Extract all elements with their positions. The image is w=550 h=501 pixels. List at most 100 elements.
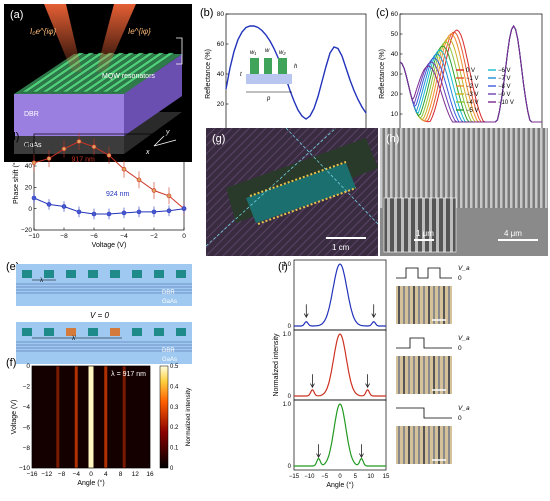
data-point (136, 209, 142, 215)
y-tick-label: 1.0 (283, 402, 292, 408)
y-axis-label: Reflectance (%) (379, 49, 386, 99)
panel-g: (g) 1 cm (206, 128, 378, 256)
intensity-line (294, 403, 386, 467)
grating-stripe (408, 286, 410, 324)
voltage-label: V = 0 (90, 311, 109, 320)
y-axis-label: Normalized intensity (273, 333, 280, 397)
y-tick-label: 40 (25, 163, 33, 170)
colorbar-tick-label: 0.3 (170, 405, 179, 411)
dbr-label: DBR (24, 111, 39, 118)
data-point (181, 206, 187, 211)
data-point (61, 204, 67, 209)
series-label: 924 nm (106, 191, 130, 198)
grating-stripe (423, 426, 425, 464)
chart-i: 0 1.0 V_a 0 0 1.0 V_a 0 0 1.0 V_a 0 −15 −10 −5 0 5 10 15 An… (273, 259, 470, 489)
colorbar (159, 365, 169, 469)
colorbar-tick-label: 0 (170, 466, 174, 472)
panel-label-g: (g) (212, 133, 225, 145)
x-tick-label: 0 (338, 474, 342, 480)
data-point (61, 146, 67, 152)
y-tick-label: 10 (391, 111, 399, 118)
zero-label: 0 (458, 345, 462, 352)
grating-stripe (443, 426, 445, 464)
y-axis-label: Phase shift (°) (12, 160, 20, 204)
y-tick-label: 20 (391, 91, 399, 98)
x-tick-label: −2 (150, 233, 158, 240)
data-point (76, 139, 82, 144)
y-tick-label: 60 (25, 142, 33, 149)
heatmap-band (122, 366, 126, 468)
inset-ridge (250, 58, 259, 74)
plot-frame (293, 259, 387, 331)
legend-label: −5 V (466, 108, 479, 114)
plot-frame (33, 133, 185, 231)
grating-stripe (398, 426, 400, 464)
x-tick-label: 0 (89, 471, 93, 478)
y-tick-label: −6 (23, 424, 31, 431)
grating-stripe (413, 426, 415, 464)
y-tick-label: 0 (26, 363, 30, 370)
lambda-prime-label: λ' (72, 336, 76, 342)
y-tick-label: −2 (23, 384, 31, 391)
legend-label: −1 V (466, 76, 479, 82)
grating-stripe (433, 286, 435, 324)
colorbar-tick-label: 0.5 (170, 364, 179, 370)
y-tick-label: 0 (288, 464, 292, 470)
x-tick-label: −8 (60, 233, 68, 240)
lambda-label-top: λ (40, 278, 43, 284)
device-schematic: (a) I₀e^{iφ} Ie^{iφ} MQW resonators DBR … (10, 4, 183, 156)
panel-i: (i) 0 1.0 V_a 0 0 1.0 V_a 0 0 1.0 V_a 0 −15 −10 −5 0 5 10… (273, 259, 470, 489)
y-axis-label: y (165, 129, 170, 136)
voltage-profile (396, 267, 452, 279)
y-tick-label: 40 (391, 51, 399, 58)
grating-stripe (413, 356, 415, 394)
chip (246, 163, 356, 223)
grating-stripe (418, 426, 420, 464)
x-tick-label: 10 (367, 474, 374, 480)
zero-label: 0 (458, 275, 462, 282)
zero-label: 0 (458, 415, 462, 422)
y-tick-label: 0 (28, 206, 32, 213)
va-label: V_a (458, 265, 470, 272)
plot-frame (399, 13, 543, 135)
data-point (31, 195, 37, 201)
legend-label: −6 V (498, 68, 511, 74)
grating-stripe (423, 286, 425, 324)
dbr-label-top: DBR (162, 290, 175, 296)
series-label: 917 nm (72, 157, 96, 164)
x-tick-label: 12 (132, 471, 140, 478)
panel-label-a: (a) (10, 9, 23, 21)
grating-stripe (433, 356, 435, 394)
panel-e: (e) λ DBR GaAs V = 0 λ' DBR GaAs (6, 261, 192, 364)
panel-label-b: (b) (200, 7, 213, 19)
data-point (91, 144, 97, 150)
inset-w2: w₂ (279, 50, 286, 56)
inset-w: w (265, 48, 270, 54)
grating-stripe (423, 356, 425, 394)
x-axis-label: x (145, 149, 150, 156)
x-tick-label: −5 (321, 474, 329, 480)
y-tick-label: 30 (391, 71, 399, 78)
arrow-head (365, 383, 370, 389)
gaas-label-bottom: GaAs (162, 357, 177, 363)
legend-label: −2 V (466, 84, 479, 90)
scale-label-main: 4 μm (504, 229, 522, 238)
incident-beam (44, 4, 82, 72)
inset-h: h (294, 64, 298, 70)
x-tick-label: −15 (289, 474, 300, 480)
y-tick-label: 1.0 (283, 262, 292, 268)
y-tick-label: 0 (288, 324, 292, 330)
panel-label-f: (f) (6, 357, 16, 369)
x-tick-label: −4 (120, 233, 128, 240)
y-tick-label: 1.0 (283, 332, 292, 338)
x-tick-label: −6 (90, 233, 98, 240)
x-tick-label: −10 (28, 233, 39, 240)
grating-stripe (408, 426, 410, 464)
grating-stripe (428, 426, 430, 464)
x-axis-arrow (153, 139, 177, 147)
legend-label: −8 V (498, 84, 511, 90)
bond-pads (249, 161, 357, 225)
resonators-top (22, 270, 186, 278)
data-point (91, 211, 97, 217)
